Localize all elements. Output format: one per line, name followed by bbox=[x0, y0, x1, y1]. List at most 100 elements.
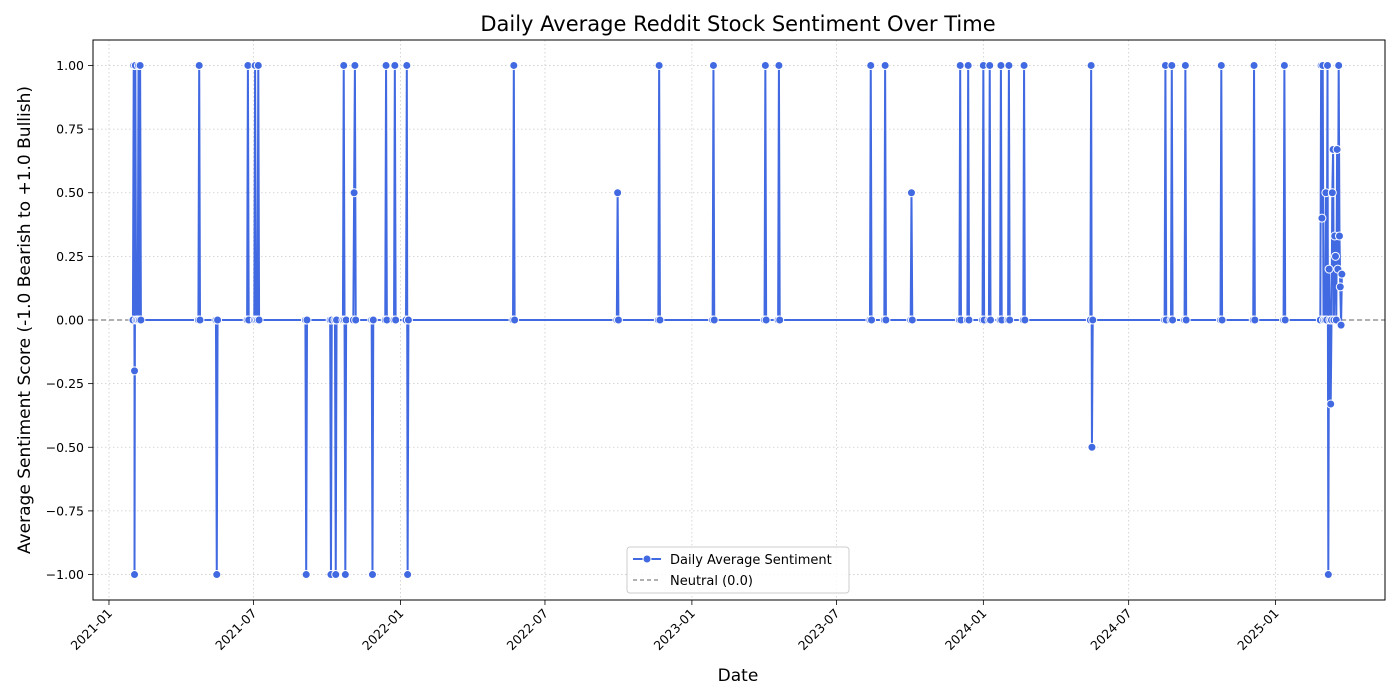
data-point bbox=[1326, 399, 1336, 409]
data-point bbox=[964, 315, 974, 325]
data-point bbox=[390, 60, 400, 70]
data-point bbox=[331, 570, 341, 580]
data-point bbox=[510, 315, 520, 325]
data-point bbox=[301, 570, 311, 580]
data-point bbox=[866, 60, 876, 70]
data-point bbox=[212, 570, 222, 580]
data-point bbox=[1337, 269, 1347, 279]
data-point bbox=[963, 60, 973, 70]
data-point bbox=[1217, 315, 1227, 325]
y-tick-label: 0.25 bbox=[56, 249, 84, 264]
data-point bbox=[195, 315, 205, 325]
y-tick-label: −1.00 bbox=[46, 567, 84, 582]
data-point bbox=[1280, 315, 1290, 325]
data-point bbox=[1250, 315, 1260, 325]
data-point bbox=[1334, 60, 1344, 70]
data-point bbox=[760, 60, 770, 70]
series-line bbox=[131, 64, 1343, 576]
data-point bbox=[213, 315, 223, 325]
data-point bbox=[709, 315, 719, 325]
data-point bbox=[1330, 251, 1340, 261]
data-point bbox=[613, 188, 623, 198]
data-point bbox=[349, 188, 359, 198]
legend: Daily Average Sentiment Neutral (0.0) bbox=[626, 546, 850, 594]
data-point bbox=[655, 315, 665, 325]
y-axis-label: Average Sentiment Score (-1.0 Bearish to… bbox=[15, 86, 35, 554]
data-point bbox=[403, 315, 413, 325]
y-axis-ticks: −1.00 −0.75 −0.50 −0.25 0.00 0.25 0.50 0.75 1.00 bbox=[46, 58, 93, 582]
data-point bbox=[613, 315, 623, 325]
data-point bbox=[367, 570, 377, 580]
legend-box bbox=[626, 546, 850, 594]
data-point bbox=[708, 60, 718, 70]
data-point bbox=[1317, 213, 1327, 223]
data-point bbox=[654, 60, 664, 70]
data-point bbox=[340, 570, 350, 580]
y-tick-label: 0.75 bbox=[56, 122, 84, 137]
data-point bbox=[253, 60, 263, 70]
data-point bbox=[509, 60, 519, 70]
data-point bbox=[368, 315, 378, 325]
data-point bbox=[130, 366, 140, 376]
y-tick-label: −0.25 bbox=[46, 376, 84, 391]
data-point bbox=[985, 60, 995, 70]
data-point bbox=[1279, 60, 1289, 70]
legend-neutral-label: Neutral (0.0) bbox=[670, 574, 753, 589]
data-point bbox=[339, 60, 349, 70]
data-point bbox=[1020, 315, 1030, 325]
data-point bbox=[1086, 60, 1096, 70]
data-point bbox=[907, 315, 917, 325]
data-point bbox=[1336, 320, 1346, 330]
data-point bbox=[1327, 188, 1337, 198]
data-point bbox=[1005, 315, 1015, 325]
y-tick-label: −0.75 bbox=[46, 503, 84, 518]
legend-series-marker bbox=[642, 554, 652, 564]
data-point bbox=[906, 188, 916, 198]
data-point bbox=[194, 60, 204, 70]
data-point bbox=[1181, 315, 1191, 325]
data-point bbox=[955, 60, 965, 70]
data-point bbox=[135, 60, 145, 70]
data-point bbox=[1004, 60, 1014, 70]
data-point bbox=[1088, 315, 1098, 325]
data-point bbox=[302, 315, 312, 325]
data-point bbox=[1335, 282, 1345, 292]
data-point bbox=[761, 315, 771, 325]
chart-title: Daily Average Reddit Stock Sentiment Ove… bbox=[480, 12, 995, 36]
data-point bbox=[254, 315, 264, 325]
data-point bbox=[774, 60, 784, 70]
data-point bbox=[391, 315, 401, 325]
data-point bbox=[1324, 264, 1334, 274]
y-tick-label: −0.50 bbox=[46, 440, 84, 455]
data-point bbox=[1168, 315, 1178, 325]
data-point bbox=[1180, 60, 1190, 70]
legend-series-label: Daily Average Sentiment bbox=[670, 553, 832, 568]
data-point bbox=[1019, 60, 1029, 70]
data-point bbox=[351, 315, 361, 325]
data-point bbox=[130, 570, 140, 580]
series-group bbox=[128, 60, 1347, 580]
data-point bbox=[403, 570, 413, 580]
data-point bbox=[996, 60, 1006, 70]
data-point bbox=[350, 60, 360, 70]
y-tick-label: 0.00 bbox=[56, 313, 84, 328]
data-point bbox=[381, 60, 391, 70]
data-point bbox=[986, 315, 996, 325]
data-point bbox=[1216, 60, 1226, 70]
data-point bbox=[775, 315, 785, 325]
data-point bbox=[1249, 60, 1259, 70]
data-point bbox=[1334, 231, 1344, 241]
data-point bbox=[402, 60, 412, 70]
x-axis-label: Date bbox=[718, 666, 759, 686]
data-point bbox=[1167, 60, 1177, 70]
data-point bbox=[881, 315, 891, 325]
data-point bbox=[867, 315, 877, 325]
data-point bbox=[1323, 570, 1333, 580]
y-tick-label: 0.50 bbox=[56, 185, 84, 200]
data-point bbox=[136, 315, 146, 325]
data-point bbox=[1087, 442, 1097, 452]
data-point bbox=[1332, 144, 1342, 154]
data-point bbox=[1323, 60, 1333, 70]
